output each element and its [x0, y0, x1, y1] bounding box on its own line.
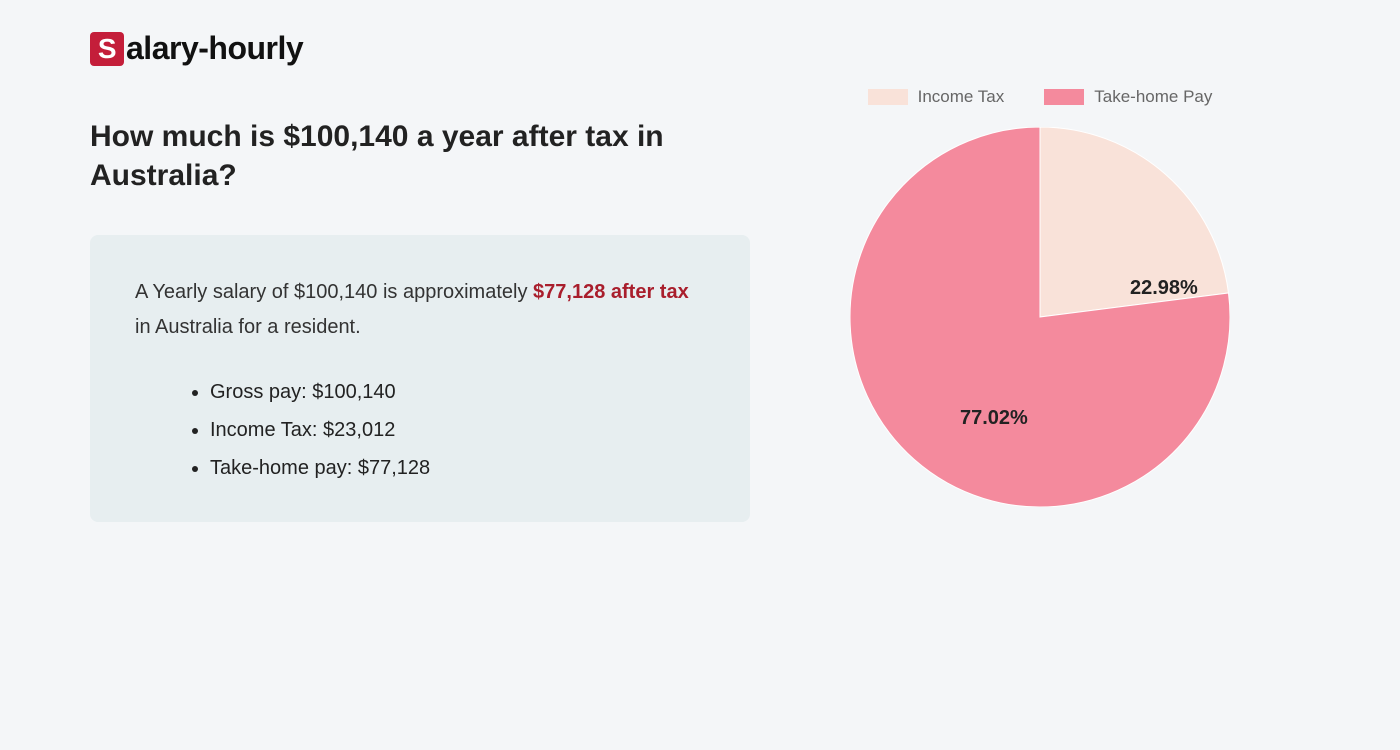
legend-item-take-home: Take-home Pay	[1044, 87, 1212, 107]
summary-pre: A Yearly salary of $100,140 is approxima…	[135, 281, 533, 303]
legend-item-income-tax: Income Tax	[868, 87, 1005, 107]
slice-label-take-home: 77.02%	[960, 407, 1028, 430]
legend-swatch	[868, 89, 908, 105]
legend-swatch	[1044, 89, 1084, 105]
legend-label: Take-home Pay	[1094, 87, 1212, 107]
logo-badge: S	[90, 32, 124, 66]
breakdown-list: Gross pay: $100,140 Income Tax: $23,012 …	[135, 373, 705, 487]
chart-legend: Income Tax Take-home Pay	[830, 87, 1250, 107]
summary-text: A Yearly salary of $100,140 is approxima…	[135, 275, 705, 345]
logo-text: alary-hourly	[126, 30, 303, 67]
list-item: Income Tax: $23,012	[210, 411, 705, 449]
summary-post: in Australia for a resident.	[135, 316, 361, 338]
site-logo: Salary-hourly	[90, 30, 1310, 67]
summary-highlight: $77,128 after tax	[533, 281, 689, 303]
legend-label: Income Tax	[918, 87, 1005, 107]
summary-card: A Yearly salary of $100,140 is approxima…	[90, 235, 750, 522]
list-item: Take-home pay: $77,128	[210, 449, 705, 487]
pie-svg	[850, 127, 1230, 507]
pie-chart: 22.98% 77.02%	[850, 127, 1230, 507]
list-item: Gross pay: $100,140	[210, 373, 705, 411]
slice-label-income-tax: 22.98%	[1130, 277, 1198, 300]
page-title: How much is $100,140 a year after tax in…	[90, 117, 750, 195]
